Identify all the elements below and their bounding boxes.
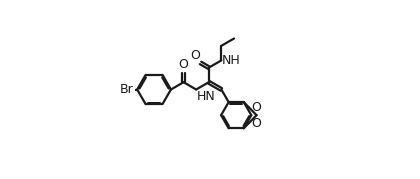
Text: O: O xyxy=(178,58,189,71)
Text: NH: NH xyxy=(222,54,241,67)
Text: O: O xyxy=(252,117,261,130)
Text: O: O xyxy=(252,101,261,113)
Text: HN: HN xyxy=(197,90,215,103)
Text: Br: Br xyxy=(120,83,134,96)
Text: O: O xyxy=(190,49,200,62)
